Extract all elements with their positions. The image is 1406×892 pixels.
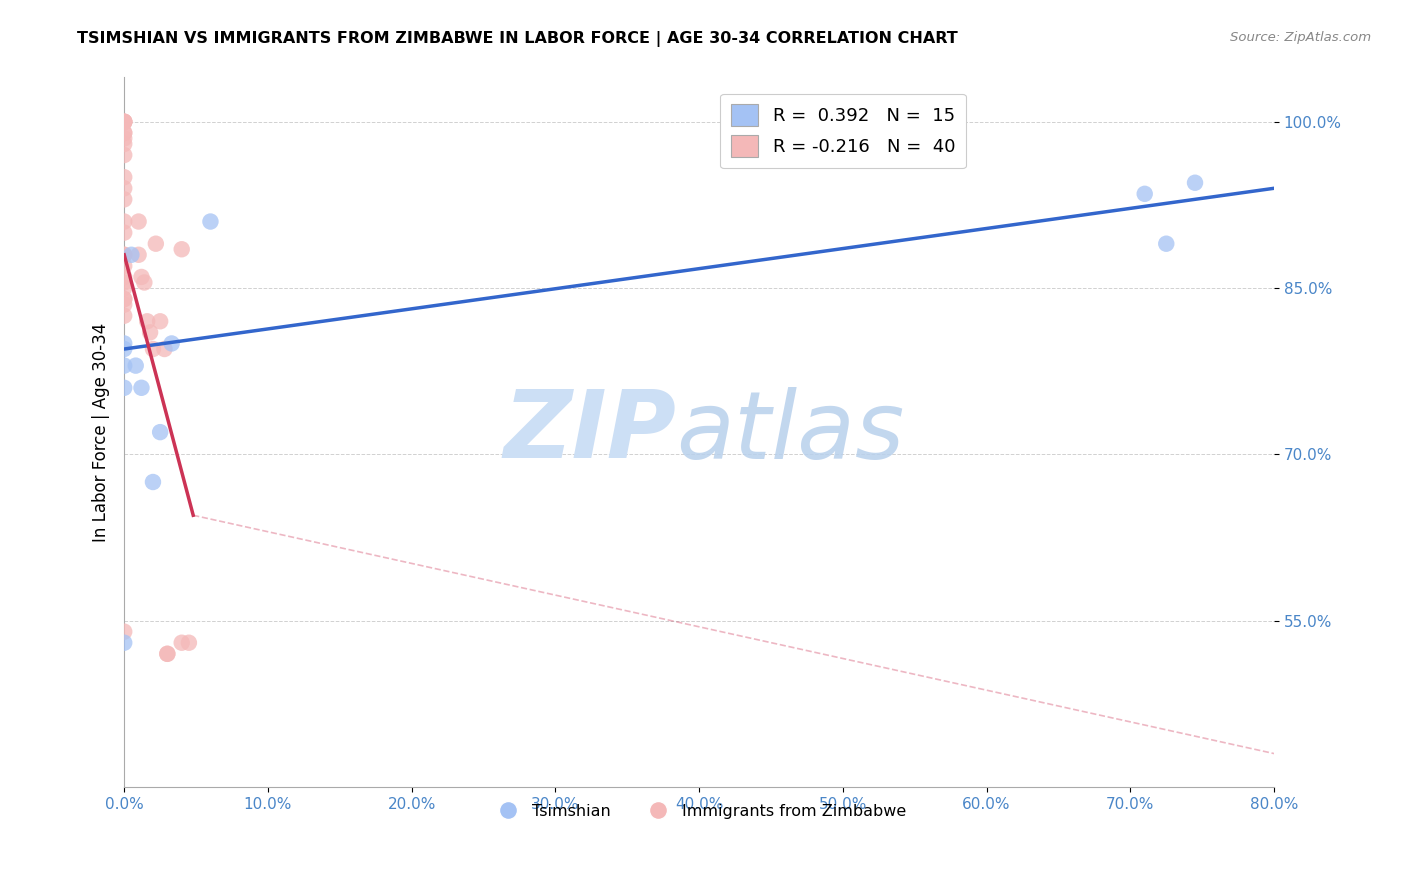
Point [112, 115, 135, 129]
Point [128, 248, 150, 262]
Point [112, 276, 135, 290]
Point [112, 309, 135, 323]
Point [112, 248, 135, 262]
Point [177, 636, 200, 650]
Point [112, 336, 135, 351]
Point [112, 259, 135, 273]
Point [145, 236, 167, 251]
Point [156, 647, 179, 661]
Point [112, 131, 135, 145]
Point [128, 214, 150, 228]
Point [142, 475, 165, 489]
Point [149, 425, 172, 439]
Point [112, 342, 135, 356]
Point [112, 181, 135, 195]
Point [112, 292, 135, 306]
Point [200, 214, 222, 228]
Point [149, 314, 172, 328]
Point [112, 115, 135, 129]
Point [170, 636, 193, 650]
Point [112, 381, 135, 395]
Point [112, 292, 135, 306]
Point [112, 170, 135, 185]
Text: TSIMSHIAN VS IMMIGRANTS FROM ZIMBABWE IN LABOR FORCE | AGE 30-34 CORRELATION CHA: TSIMSHIAN VS IMMIGRANTS FROM ZIMBABWE IN… [77, 31, 957, 47]
Legend: Tsimshian, Immigrants from Zimbabwe: Tsimshian, Immigrants from Zimbabwe [485, 797, 912, 825]
Point [112, 214, 135, 228]
Point [112, 226, 135, 240]
Point [160, 336, 183, 351]
Point [136, 314, 159, 328]
Point [125, 359, 148, 373]
Point [131, 269, 153, 284]
Point [139, 326, 162, 340]
Point [1154, 236, 1177, 251]
Point [112, 636, 135, 650]
Point [112, 115, 135, 129]
Point [112, 136, 135, 151]
Text: Source: ZipAtlas.com: Source: ZipAtlas.com [1230, 31, 1371, 45]
Point [112, 115, 135, 129]
Point [170, 242, 193, 256]
Point [112, 269, 135, 284]
Point [134, 276, 156, 290]
Point [112, 148, 135, 162]
Point [112, 624, 135, 639]
Point [112, 281, 135, 295]
Point [112, 126, 135, 140]
Point [156, 647, 179, 661]
Y-axis label: In Labor Force | Age 30-34: In Labor Force | Age 30-34 [93, 323, 110, 541]
Point [112, 126, 135, 140]
Point [1133, 186, 1156, 201]
Point [142, 342, 165, 356]
Text: atlas: atlas [676, 386, 904, 477]
Point [112, 359, 135, 373]
Point [120, 248, 142, 262]
Point [1184, 176, 1206, 190]
Point [112, 248, 135, 262]
Text: ZIP: ZIP [503, 386, 676, 478]
Point [112, 193, 135, 207]
Point [153, 342, 176, 356]
Point [131, 381, 153, 395]
Point [112, 298, 135, 312]
